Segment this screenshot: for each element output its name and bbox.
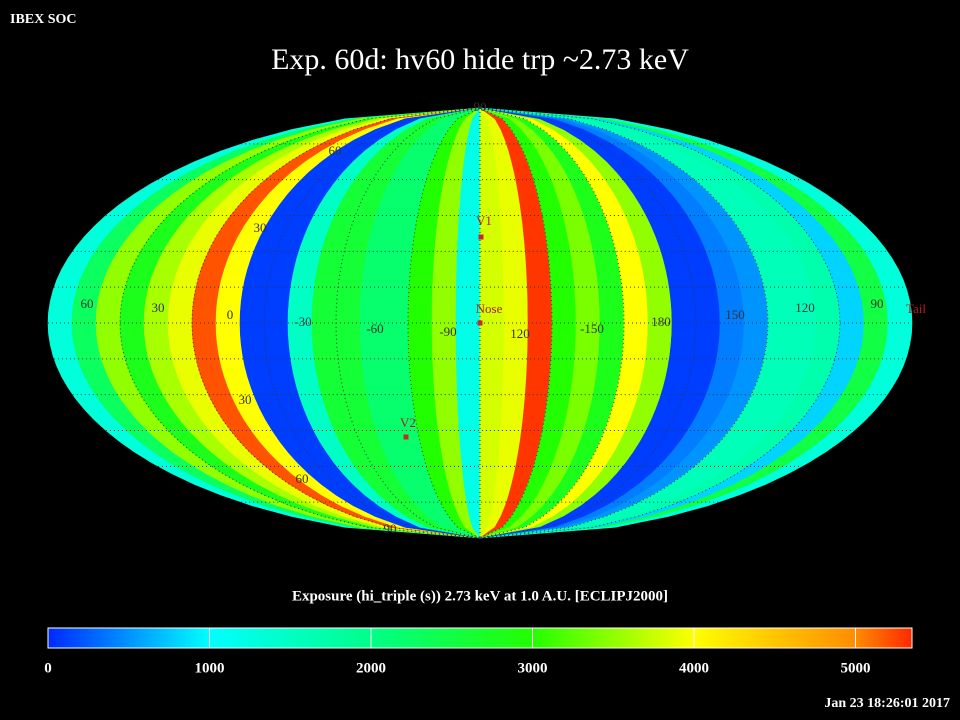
marker-point [477, 320, 483, 326]
marker-label: V2 [400, 415, 416, 430]
colorbar-tick-label: 2000 [356, 660, 386, 676]
latitude-label: 90 [384, 521, 397, 536]
longitude-label: -30 [294, 314, 311, 329]
latitude-label: 30 [254, 220, 267, 235]
longitude-label: 60 [81, 296, 94, 311]
longitude-label: 0 [227, 307, 234, 322]
colorbar-tick-label: 4000 [679, 660, 709, 676]
latitude-label: 60 [329, 143, 342, 158]
latitude-label: 60 [296, 471, 309, 486]
graticule-meridian [479, 107, 769, 539]
colorbar-title: Exposure (hi_triple (s)) 2.73 keV at 1.0… [292, 588, 668, 604]
tail-label: Tail [906, 301, 926, 316]
longitude-label: -150 [580, 321, 604, 336]
graticule-meridian [335, 107, 481, 539]
title: Exp. 60d: hv60 hide trp ~2.73 keV [271, 43, 689, 76]
colorbar-tick-label: 3000 [517, 660, 547, 676]
graticule-meridian [191, 107, 481, 539]
longitude-label: 150 [725, 307, 745, 322]
marker-label: Nose [476, 301, 503, 316]
longitude-label: -90 [439, 324, 456, 339]
latitude-label: 90 [474, 99, 487, 114]
marker-point [478, 234, 484, 240]
marker-point [403, 434, 409, 440]
timestamp: Jan 23 18:26:01 2017 [824, 696, 950, 711]
colorbar-tick-label: 0 [44, 660, 52, 676]
app-label: IBEX SOC [10, 12, 77, 27]
longitude-label: 30 [152, 300, 165, 315]
longitude-label: 120 [795, 300, 815, 315]
marker-label: V1 [476, 213, 492, 228]
colorbar-tick-label: 1000 [194, 660, 224, 676]
latitude-label: 30 [239, 392, 252, 407]
longitude-label: 120 [510, 326, 530, 341]
colorbar-tick-label: 5000 [840, 660, 870, 676]
sky-map: 60 30 0 -30 -60 -90 120 -150 180 150 120 90 90 60 30 30… [47, 99, 926, 539]
longitude-label: 90 [871, 296, 884, 311]
longitude-label: -60 [366, 321, 383, 336]
graticule-meridian [479, 107, 625, 539]
longitude-label: 180 [651, 314, 671, 329]
colorbar-bar [47, 627, 913, 649]
colorbar: 0 1000 2000 3000 4000 5000 [44, 627, 913, 676]
